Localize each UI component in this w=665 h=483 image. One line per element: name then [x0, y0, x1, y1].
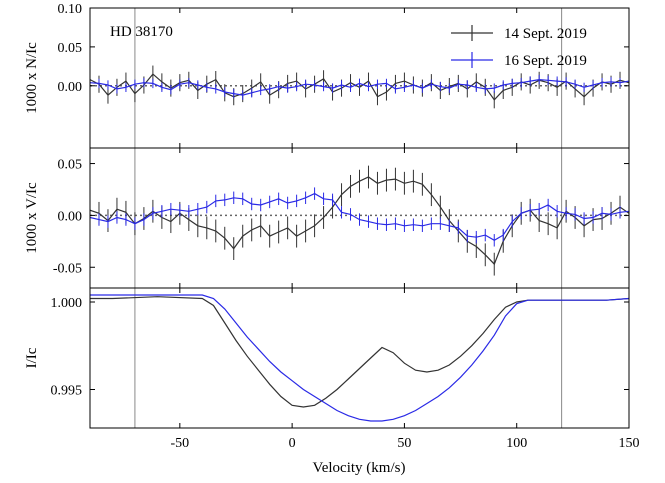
- x-tick-label: -50: [170, 436, 189, 451]
- y-axis-label-intensity: I/Ic: [24, 347, 40, 368]
- x-tick-label: 100: [506, 436, 527, 451]
- legend: 14 Sept. 2019 16 Sept. 2019: [451, 25, 587, 69]
- y-tick-label: 1.000: [51, 296, 83, 311]
- series-line-2: [90, 192, 629, 241]
- legend-label-1: 14 Sept. 2019: [504, 26, 587, 42]
- panel-stokes-v: -0.05 0.00 0.05 1000 x V/Ic: [24, 147, 630, 289]
- y-tick-label: 0.995: [51, 384, 83, 399]
- y-axis-label-null: 1000 x N/Ic: [24, 42, 40, 114]
- x-tick-label: 50: [397, 436, 411, 451]
- x-tick-label: 150: [619, 436, 640, 451]
- y-tick-label: 0.00: [58, 209, 83, 224]
- series-line-2: [90, 78, 629, 96]
- y-tick-label: 0.05: [58, 158, 83, 173]
- y-tick-label: -0.05: [53, 261, 82, 276]
- panel-intensity: 0.995 1.000 I/Ic -50 0 50 100 150: [24, 287, 640, 451]
- panel-data-stokes-v: [90, 148, 629, 288]
- legend-entry-2: 16 Sept. 2019: [451, 52, 587, 69]
- y-tick-label: 0.05: [58, 41, 83, 56]
- x-axis-label: Velocity (km/s): [313, 460, 406, 476]
- series-line-1: [90, 296, 629, 408]
- panel-data-null: [90, 8, 629, 148]
- y-tick-label: 0.10: [58, 2, 83, 17]
- y-axis-label-stokes-v: 1000 x V/Ic: [24, 182, 40, 254]
- panel-frame: [89, 287, 630, 429]
- object-label: HD 38170: [110, 24, 173, 40]
- y-tick-label: 0.00: [58, 80, 83, 95]
- panel-data-intensity: [90, 288, 629, 428]
- legend-label-2: 16 Sept. 2019: [504, 53, 587, 69]
- series-line-2: [90, 294, 629, 422]
- legend-entry-1: 14 Sept. 2019: [451, 25, 587, 42]
- x-tick-label: 0: [289, 436, 296, 451]
